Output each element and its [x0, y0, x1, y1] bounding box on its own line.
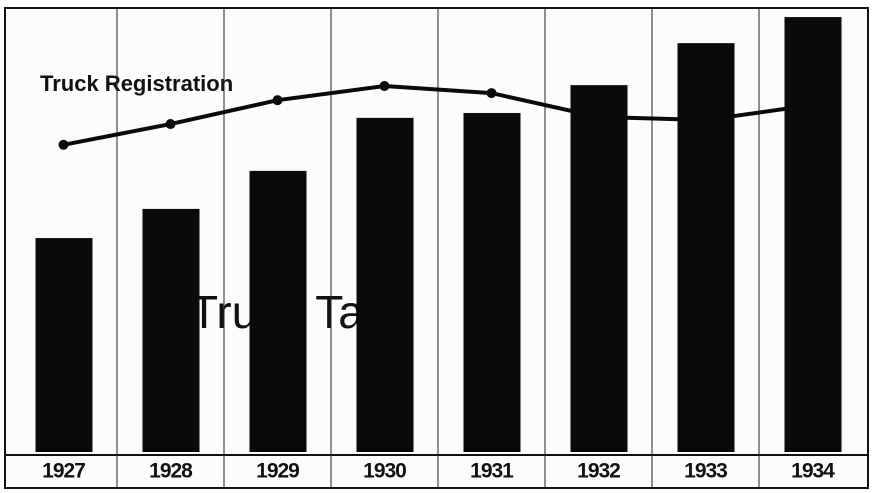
- bar: [249, 170, 307, 452]
- line-point: [379, 81, 390, 92]
- bar: [677, 43, 735, 453]
- line-point: [593, 111, 604, 122]
- line-point: [165, 119, 176, 130]
- x-tick-label: 1930: [363, 460, 406, 483]
- bar: [35, 238, 93, 452]
- x-tick-label: 1931: [470, 460, 514, 483]
- bar: [463, 112, 521, 453]
- x-tick-label: 1929: [256, 460, 299, 483]
- line-point: [486, 88, 497, 99]
- x-tick-label: 1932: [577, 460, 620, 483]
- x-tick-label: 1928: [149, 460, 193, 483]
- x-tick-label: 1934: [791, 460, 835, 483]
- bar: [784, 17, 842, 453]
- line-point: [700, 115, 711, 126]
- bar: [356, 117, 414, 453]
- line-series-label: Truck Registration: [40, 71, 233, 96]
- line-point: [272, 95, 283, 106]
- bar: [570, 85, 628, 452]
- x-tick-label: 1927: [42, 460, 85, 483]
- line-point: [807, 100, 818, 111]
- line: [63, 84, 813, 147]
- x-tick-label: 1933: [684, 460, 727, 483]
- line-point: [58, 139, 69, 150]
- bar: [142, 208, 200, 452]
